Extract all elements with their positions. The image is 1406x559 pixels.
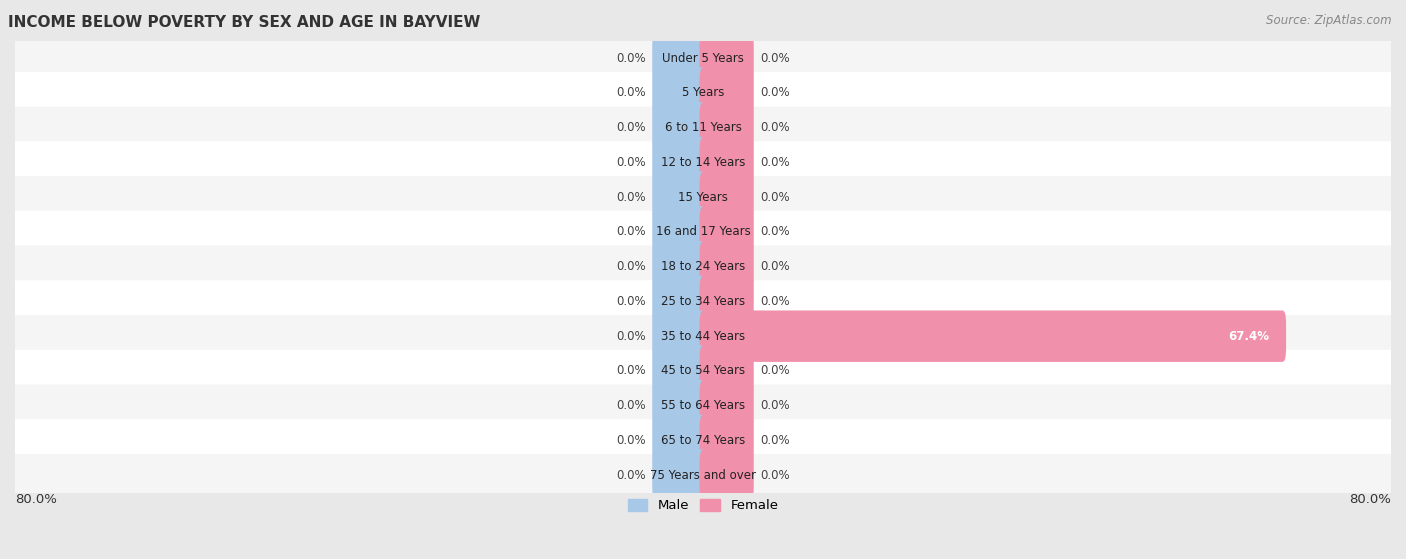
FancyBboxPatch shape (652, 310, 706, 362)
FancyBboxPatch shape (14, 245, 1392, 288)
FancyBboxPatch shape (14, 107, 1392, 149)
FancyBboxPatch shape (14, 280, 1392, 323)
FancyBboxPatch shape (700, 32, 754, 84)
Text: 0.0%: 0.0% (761, 364, 790, 377)
Text: 0.0%: 0.0% (761, 52, 790, 65)
Text: 5 Years: 5 Years (682, 87, 724, 100)
FancyBboxPatch shape (14, 72, 1392, 114)
Text: 0.0%: 0.0% (616, 225, 645, 239)
FancyBboxPatch shape (652, 67, 706, 119)
Text: 15 Years: 15 Years (678, 191, 728, 203)
Text: 35 to 44 Years: 35 to 44 Years (661, 330, 745, 343)
FancyBboxPatch shape (700, 206, 754, 258)
FancyBboxPatch shape (652, 206, 706, 258)
FancyBboxPatch shape (700, 380, 754, 432)
FancyBboxPatch shape (652, 345, 706, 397)
Text: 0.0%: 0.0% (761, 121, 790, 134)
Text: 0.0%: 0.0% (616, 468, 645, 482)
FancyBboxPatch shape (14, 454, 1392, 496)
Text: 0.0%: 0.0% (616, 121, 645, 134)
FancyBboxPatch shape (700, 415, 754, 466)
Text: 55 to 64 Years: 55 to 64 Years (661, 399, 745, 412)
FancyBboxPatch shape (652, 102, 706, 154)
Text: Source: ZipAtlas.com: Source: ZipAtlas.com (1267, 14, 1392, 27)
Text: 0.0%: 0.0% (616, 260, 645, 273)
FancyBboxPatch shape (652, 32, 706, 84)
Text: 0.0%: 0.0% (616, 87, 645, 100)
Text: 0.0%: 0.0% (616, 330, 645, 343)
Text: 0.0%: 0.0% (761, 468, 790, 482)
Text: 0.0%: 0.0% (761, 399, 790, 412)
Text: Under 5 Years: Under 5 Years (662, 52, 744, 65)
FancyBboxPatch shape (700, 102, 754, 154)
FancyBboxPatch shape (14, 315, 1392, 357)
FancyBboxPatch shape (14, 176, 1392, 219)
Text: 16 and 17 Years: 16 and 17 Years (655, 225, 751, 239)
Text: 0.0%: 0.0% (616, 295, 645, 308)
FancyBboxPatch shape (14, 350, 1392, 392)
Text: 0.0%: 0.0% (761, 156, 790, 169)
FancyBboxPatch shape (652, 172, 706, 223)
FancyBboxPatch shape (14, 385, 1392, 427)
FancyBboxPatch shape (652, 415, 706, 466)
Text: 0.0%: 0.0% (761, 225, 790, 239)
FancyBboxPatch shape (14, 37, 1392, 79)
FancyBboxPatch shape (14, 211, 1392, 253)
Text: 67.4%: 67.4% (1229, 330, 1270, 343)
Text: 0.0%: 0.0% (761, 87, 790, 100)
FancyBboxPatch shape (700, 137, 754, 188)
Legend: Male, Female: Male, Female (623, 494, 783, 518)
Text: 0.0%: 0.0% (616, 399, 645, 412)
Text: 6 to 11 Years: 6 to 11 Years (665, 121, 741, 134)
Text: 0.0%: 0.0% (761, 260, 790, 273)
Text: 45 to 54 Years: 45 to 54 Years (661, 364, 745, 377)
FancyBboxPatch shape (14, 141, 1392, 184)
FancyBboxPatch shape (700, 241, 754, 292)
Text: 80.0%: 80.0% (1350, 492, 1391, 505)
FancyBboxPatch shape (700, 276, 754, 327)
FancyBboxPatch shape (652, 449, 706, 501)
FancyBboxPatch shape (700, 345, 754, 397)
Text: 0.0%: 0.0% (761, 295, 790, 308)
Text: 0.0%: 0.0% (761, 434, 790, 447)
FancyBboxPatch shape (652, 137, 706, 188)
Text: 0.0%: 0.0% (616, 191, 645, 203)
Text: 75 Years and over: 75 Years and over (650, 468, 756, 482)
FancyBboxPatch shape (652, 380, 706, 432)
Text: 65 to 74 Years: 65 to 74 Years (661, 434, 745, 447)
FancyBboxPatch shape (652, 276, 706, 327)
Text: 0.0%: 0.0% (616, 156, 645, 169)
FancyBboxPatch shape (700, 67, 754, 119)
Text: 0.0%: 0.0% (616, 52, 645, 65)
Text: INCOME BELOW POVERTY BY SEX AND AGE IN BAYVIEW: INCOME BELOW POVERTY BY SEX AND AGE IN B… (8, 15, 481, 30)
FancyBboxPatch shape (652, 241, 706, 292)
Text: 0.0%: 0.0% (616, 434, 645, 447)
Text: 0.0%: 0.0% (761, 191, 790, 203)
Text: 25 to 34 Years: 25 to 34 Years (661, 295, 745, 308)
FancyBboxPatch shape (700, 310, 1286, 362)
Text: 0.0%: 0.0% (616, 364, 645, 377)
FancyBboxPatch shape (700, 449, 754, 501)
Text: 18 to 24 Years: 18 to 24 Years (661, 260, 745, 273)
Text: 12 to 14 Years: 12 to 14 Years (661, 156, 745, 169)
FancyBboxPatch shape (700, 172, 754, 223)
Text: 80.0%: 80.0% (15, 492, 56, 505)
FancyBboxPatch shape (14, 419, 1392, 462)
